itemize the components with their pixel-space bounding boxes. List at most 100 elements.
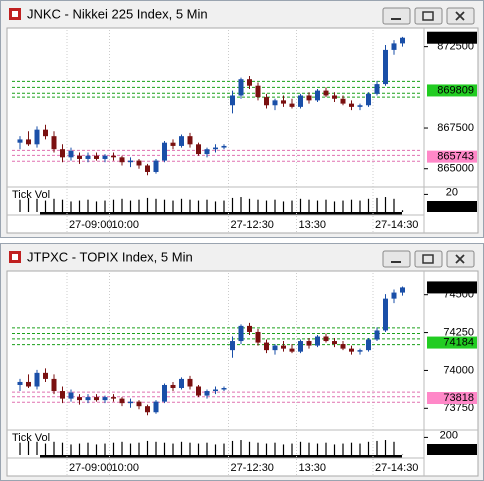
candle-body <box>196 144 201 155</box>
candle-body <box>272 100 278 106</box>
candle-body <box>111 155 116 158</box>
candle-body <box>128 160 133 163</box>
candle-body <box>247 79 252 86</box>
price-marker <box>427 84 477 97</box>
max-glyph <box>422 11 434 21</box>
candle-body <box>289 103 295 107</box>
candle-body <box>230 341 235 351</box>
candle-body <box>272 345 278 351</box>
candle-body <box>43 372 48 379</box>
candle-body <box>17 381 23 385</box>
x-tick-label: 27-14:30 <box>375 219 418 231</box>
candle-body <box>128 401 133 404</box>
candle-body <box>204 391 210 396</box>
candle-body <box>400 37 405 44</box>
candle-body <box>332 95 337 99</box>
candle-body <box>289 348 295 352</box>
price-marker <box>427 392 477 405</box>
candle-body <box>238 79 244 96</box>
candle-body <box>332 341 337 345</box>
candle-body <box>162 142 167 161</box>
candle-body <box>179 378 184 389</box>
candle-body <box>357 105 363 107</box>
candle-body <box>162 384 167 402</box>
chart-area <box>6 270 479 477</box>
candle-body <box>17 139 23 143</box>
candle-body <box>349 348 354 352</box>
volume-label: Tick Vol <box>12 189 50 201</box>
candle-body <box>187 136 193 145</box>
x-tick-label: 27-14:30 <box>375 462 418 474</box>
candle-body <box>255 85 261 98</box>
volume-base <box>40 455 402 458</box>
candle-body <box>94 397 99 401</box>
maximize-button[interactable] <box>414 250 443 268</box>
volume-marker-label: 2 <box>452 200 458 212</box>
candle-body <box>77 155 82 159</box>
candle-body <box>264 342 269 351</box>
volume-tick-label: 20 <box>446 186 458 198</box>
x-tick-label: 27-12:30 <box>231 462 274 474</box>
candle-body <box>94 155 99 159</box>
candle-body <box>145 165 150 172</box>
candle-body <box>281 100 286 104</box>
x-tick-label: 27-12:30 <box>231 219 274 231</box>
candle-body <box>111 397 116 399</box>
candle-body <box>26 381 31 387</box>
candle-body <box>179 136 184 146</box>
volume-marker <box>427 201 477 212</box>
volume-tick-label: 200 <box>440 429 458 441</box>
price-marker-label: 74548 <box>443 281 474 293</box>
candle-body <box>230 95 235 106</box>
candle-body <box>136 401 142 407</box>
y-tick-label: 73750 <box>443 402 474 414</box>
candle-body <box>391 292 397 299</box>
chart-area <box>6 27 479 234</box>
y-tick-label: 74250 <box>443 326 474 338</box>
x-tick-label: 10:00 <box>112 219 140 231</box>
candle-body <box>298 95 303 107</box>
candle-body <box>323 90 329 96</box>
candle-body <box>374 330 380 340</box>
candle-body <box>153 401 159 413</box>
candle-body <box>213 147 218 150</box>
candle-body <box>85 397 91 401</box>
y-tick-label: 865000 <box>437 163 474 175</box>
candle-body <box>102 155 108 159</box>
candle-body <box>298 341 303 352</box>
candle-body <box>34 129 40 145</box>
candle-body <box>349 103 354 107</box>
candle-body <box>68 150 74 158</box>
candle-body <box>153 160 159 172</box>
candle-body <box>119 398 125 404</box>
y-tick-label: 74000 <box>443 364 474 376</box>
minimize-button[interactable] <box>382 250 411 268</box>
candle-body <box>68 392 74 399</box>
candle-body <box>119 157 125 163</box>
candle-body <box>170 384 176 389</box>
y-tick-label: 867500 <box>437 122 474 134</box>
candle-body <box>204 149 210 155</box>
candle-body <box>340 98 346 104</box>
maximize-button[interactable] <box>414 7 443 25</box>
candle-body <box>51 378 57 392</box>
x-tick-label: 13:30 <box>299 462 327 474</box>
candle-body <box>306 95 312 101</box>
candle-body <box>383 49 388 85</box>
x-tick-label: 27-09:00 <box>69 462 112 474</box>
candle-body <box>340 344 346 349</box>
candle-body <box>315 336 320 346</box>
close-glyph <box>455 11 465 21</box>
candle-body <box>60 149 65 158</box>
candle-body <box>383 298 388 331</box>
candle-body <box>221 145 227 148</box>
candle-body <box>238 325 244 342</box>
candle-body <box>136 160 142 166</box>
candle-body <box>400 287 405 293</box>
minimize-button[interactable] <box>382 7 411 25</box>
window-title: JNKC - Nikkei 225 Index, 5 Min <box>27 6 208 21</box>
candle-body <box>77 397 82 401</box>
candle-body <box>366 339 371 351</box>
candle-body <box>323 336 329 342</box>
